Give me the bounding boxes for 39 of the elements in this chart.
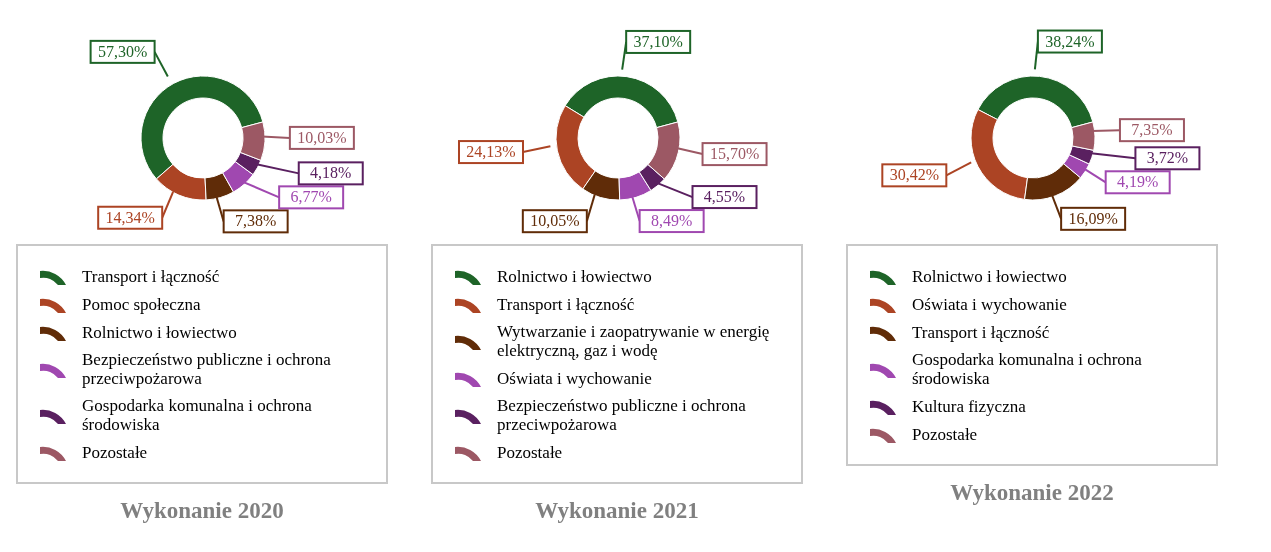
- data-label: 10,05%: [530, 212, 580, 230]
- legend-label: Gospodarka komunalna i ochrona środowiska: [82, 396, 313, 434]
- legend-label: Wytwarzanie i zaopatrywanie w energię elektryczną, gaz i wodę: [497, 322, 771, 360]
- legend-label: Transport i łączność: [497, 294, 635, 314]
- legend-label: Oświata i wychowanie: [912, 294, 1067, 314]
- legend-label: Transport i łączność: [912, 322, 1050, 342]
- data-label: 30,42%: [889, 166, 939, 184]
- data-label: 14,34%: [105, 208, 155, 226]
- legend-label: Gospodarka komunalna i ochrona środowiska: [912, 350, 1143, 388]
- data-label: 57,30%: [97, 42, 148, 60]
- data-label: 15,70%: [709, 145, 760, 163]
- data-label: 16,09%: [1068, 209, 1118, 227]
- legend-label: Bezpieczeństwo publiczne i ochrona przeciwpożarowa: [497, 396, 747, 434]
- data-label: 4,19%: [1117, 173, 1159, 191]
- legend-label: Rolnictwo i łowiectwo: [497, 266, 652, 286]
- data-label: 4,18%: [310, 164, 352, 182]
- data-label: 8,49%: [650, 212, 693, 230]
- legend-label: Rolnictwo i łowiectwo: [82, 322, 237, 342]
- legend-label: Oświata i wychowanie: [497, 368, 652, 388]
- legend-label: Pozostałe: [912, 424, 978, 444]
- text: Wykonanie 2020: [119, 498, 285, 524]
- data-label: 6,77%: [290, 188, 332, 206]
- legend-label: Bezpieczeństwo publiczne i ochrona przeciwpożarowa: [82, 350, 332, 388]
- data-label: 7,38%: [234, 212, 277, 230]
- legend-label: Pozostałe: [82, 442, 148, 462]
- data-label: 3,72%: [1146, 149, 1189, 167]
- legend-label: Pomoc społeczna: [82, 294, 201, 314]
- legend-label: Pozostałe: [497, 442, 563, 462]
- data-label: 4,55%: [703, 188, 746, 206]
- data-label: 7,35%: [1131, 121, 1173, 139]
- data-label: 37,10%: [633, 32, 683, 50]
- text: Wykonanie 2021: [534, 498, 700, 524]
- legend-label: Kultura fizyczna: [912, 396, 1026, 416]
- legend-label: Rolnictwo i łowiectwo: [912, 266, 1067, 286]
- data-label: 38,24%: [1045, 32, 1095, 50]
- data-label: 10,03%: [297, 128, 347, 146]
- text: Wykonanie 2022: [949, 480, 1115, 506]
- data-label: 24,13%: [466, 143, 516, 161]
- legend-label: Transport i łączność: [82, 266, 220, 286]
